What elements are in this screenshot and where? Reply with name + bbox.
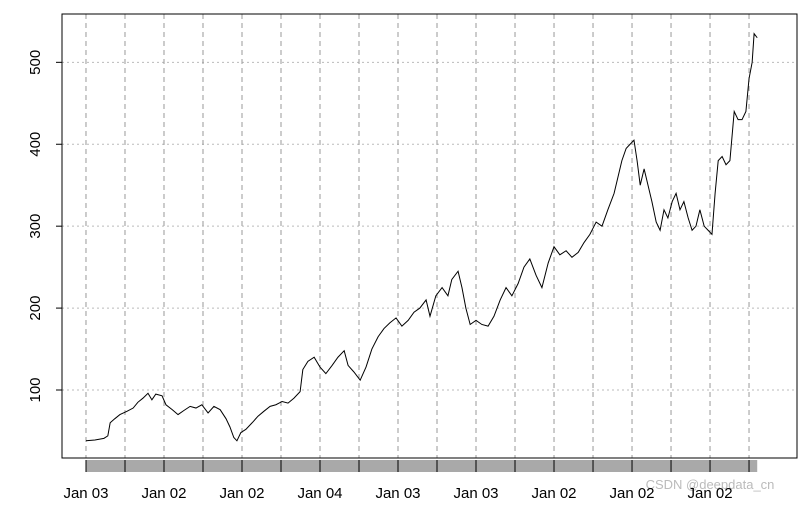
- plot-frame: [61, 13, 798, 459]
- x-tick-label: Jan 03: [375, 485, 420, 502]
- x-tick-label: Jan 02: [531, 485, 576, 502]
- y-tick-label: 400: [27, 132, 44, 157]
- x-tick-label: Jan 02: [219, 485, 264, 502]
- range-bar: [85, 460, 758, 472]
- y-tick-label: 300: [27, 214, 44, 239]
- x-tick-label: Jan 03: [63, 485, 108, 502]
- x-tick-label: Jan 04: [297, 485, 342, 502]
- x-tick-label: Jan 02: [688, 485, 733, 502]
- x-tick-label: Jan 03: [453, 485, 498, 502]
- y-tick-label: 100: [27, 377, 44, 402]
- x-tick-label: Jan 02: [141, 485, 186, 502]
- y-tick-label: 200: [27, 296, 44, 321]
- y-tick-label: 500: [27, 50, 44, 75]
- watermark: CSDN @deepdata_cn: [646, 477, 775, 492]
- price-line: [85, 32, 758, 442]
- x-tick-label: Jan 02: [609, 485, 654, 502]
